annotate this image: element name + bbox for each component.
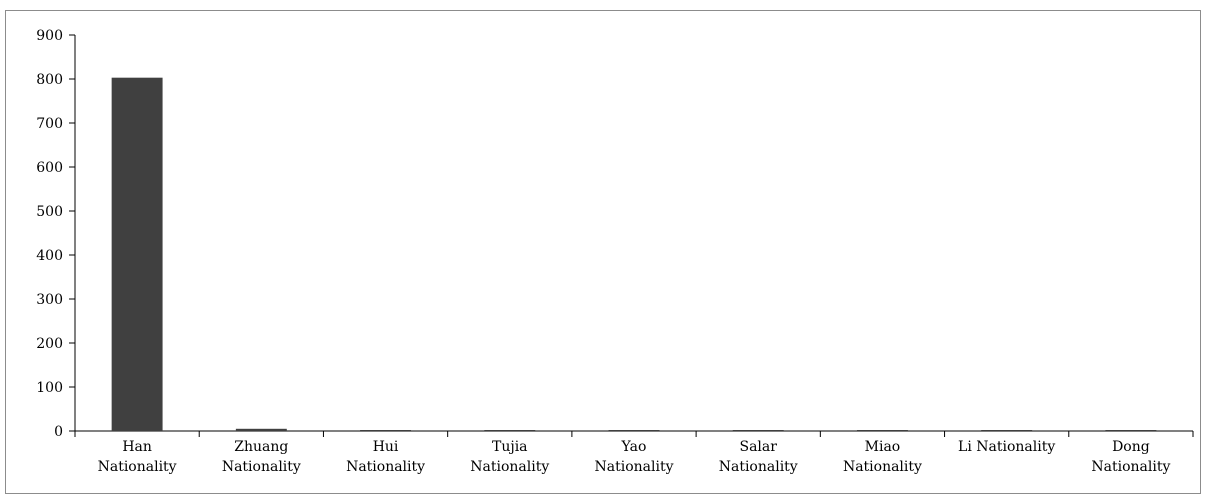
bar: [732, 430, 784, 431]
chart-axes: 0 100 200 300 400 500 600 700 800 900: [36, 28, 1194, 440]
chart-frame: [5, 10, 1201, 494]
x-tick-label: Miao Nationality: [843, 439, 922, 475]
y-tick-label: 100: [36, 380, 63, 396]
y-tick-label: 300: [36, 292, 63, 308]
x-tick-label: Han Nationality: [98, 439, 177, 475]
chart-bars: [111, 77, 1157, 432]
y-tick-label: 700: [36, 116, 63, 132]
y-tick-label: 600: [36, 160, 63, 176]
x-tick-label: Hui Nationality: [346, 439, 425, 475]
x-tick-label: Dong Nationality: [1091, 439, 1170, 475]
chart-labels: Han Nationality Zhuang Nationality Hui Nation…: [98, 439, 1171, 475]
y-tick-label: 900: [36, 28, 63, 44]
bar: [981, 430, 1033, 431]
bar: [111, 77, 163, 432]
x-tick-label: Salar Nationality: [719, 439, 798, 475]
bar: [235, 428, 287, 431]
y-tick-label: 800: [36, 72, 63, 88]
y-tick-label: 500: [36, 204, 63, 220]
x-tick-label: Li Nationality: [958, 439, 1055, 455]
x-tick-label: Zhuang Nationality: [222, 439, 301, 475]
bar: [856, 430, 908, 431]
y-tick-label: 0: [54, 424, 63, 440]
bar: [1105, 430, 1157, 431]
x-tick-label: Yao Nationality: [595, 439, 674, 475]
bar: [360, 430, 412, 431]
x-tick-label: Tujia Nationality: [470, 439, 549, 475]
y-tick-label: 200: [36, 336, 63, 352]
bar: [608, 430, 660, 431]
y-tick-label: 400: [36, 248, 63, 264]
bar: [484, 430, 536, 431]
